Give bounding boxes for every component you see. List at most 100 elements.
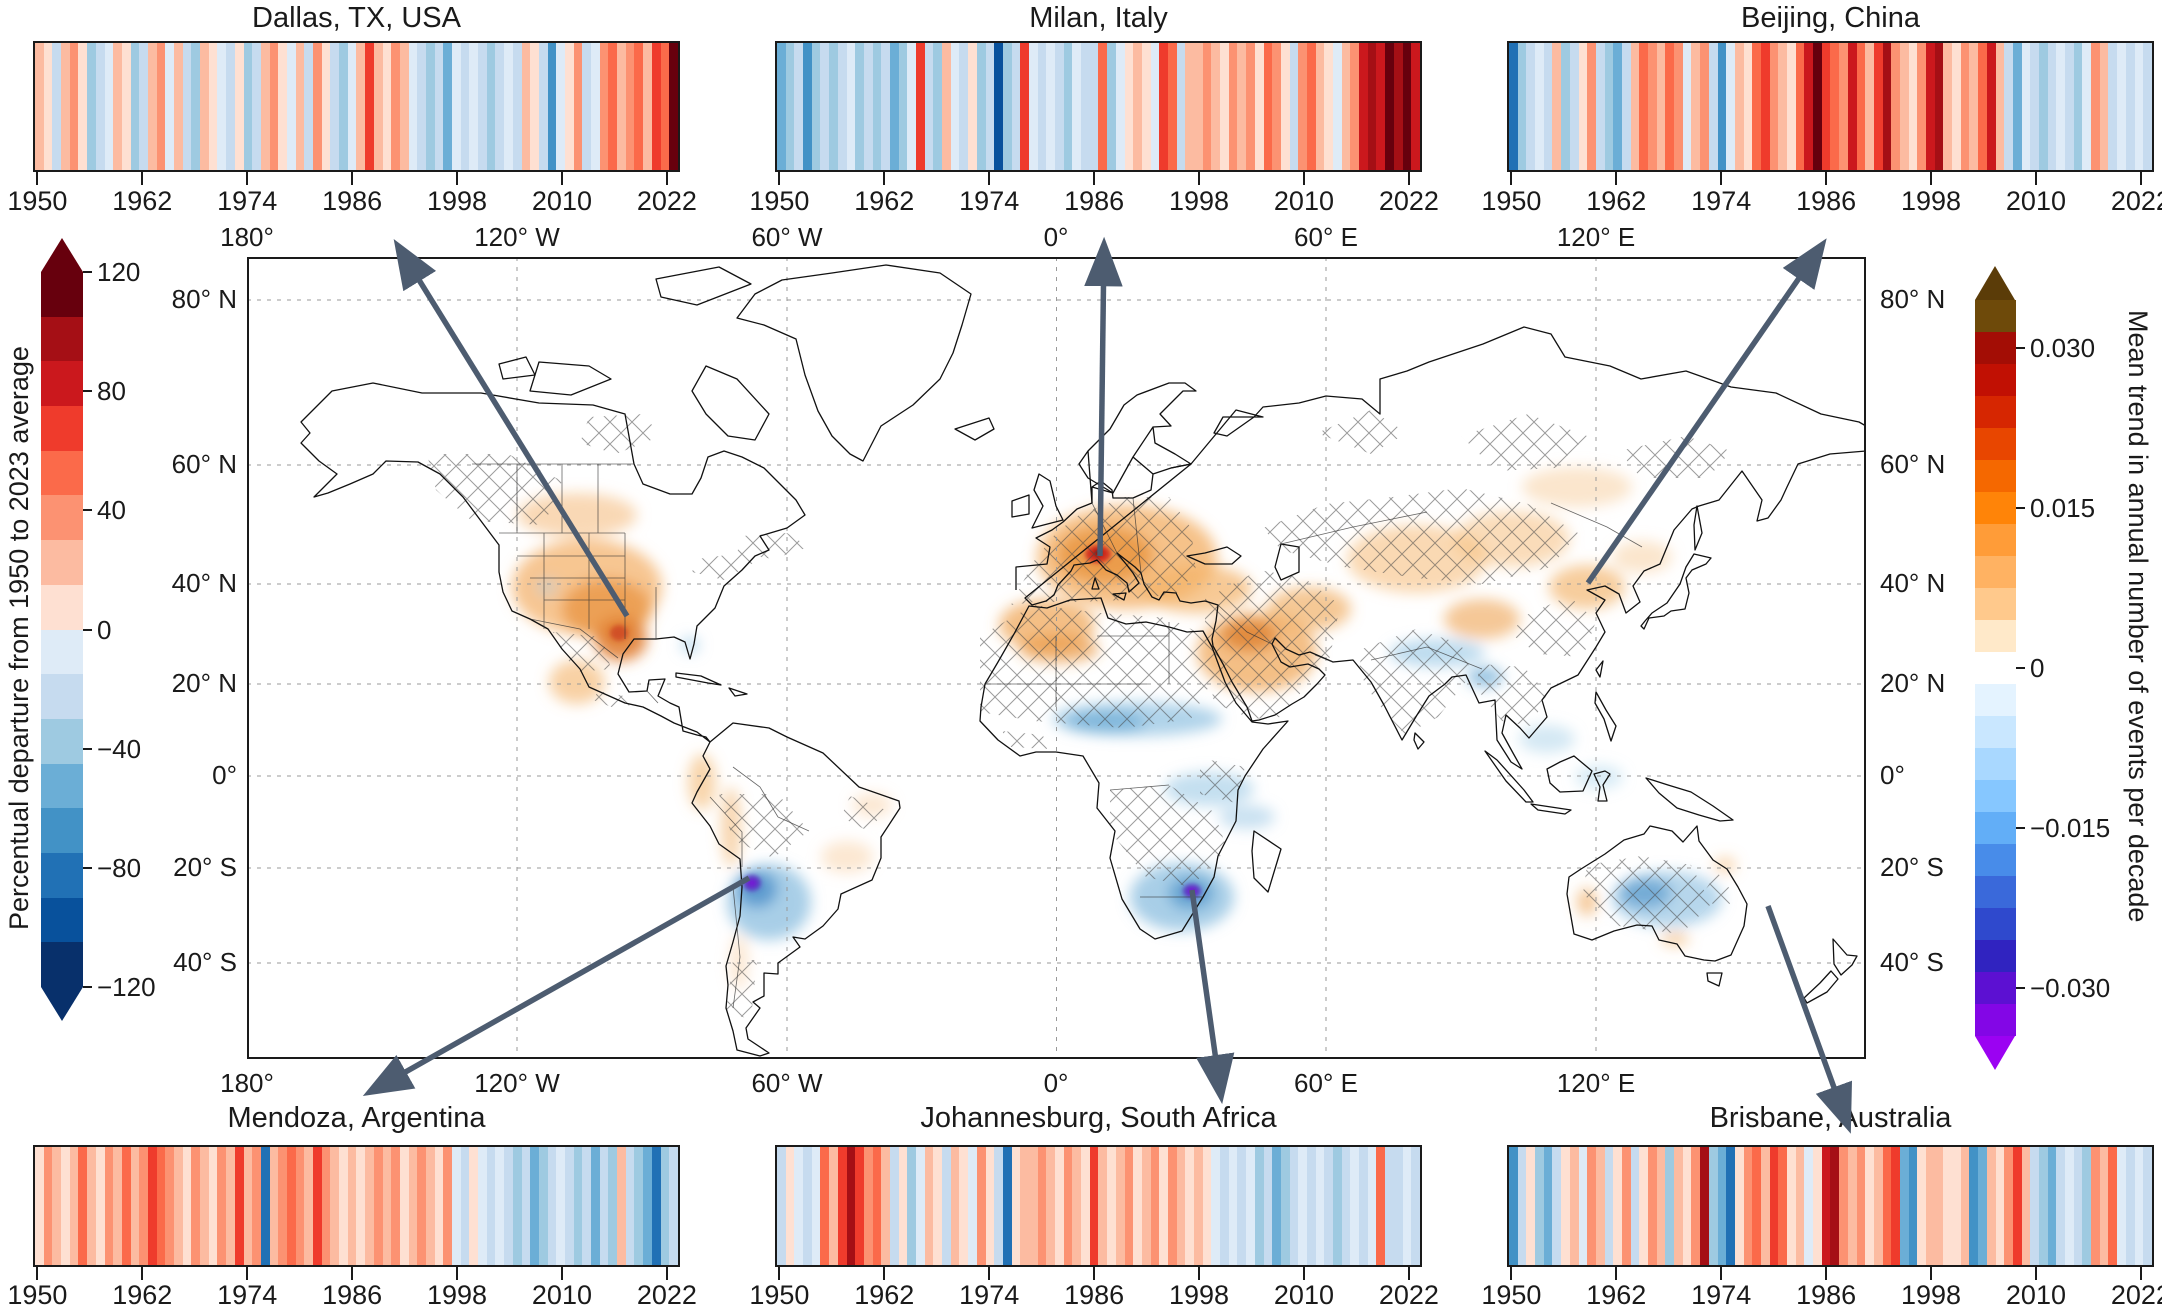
stripe-1955 xyxy=(820,43,830,170)
stripe-1999 xyxy=(460,43,470,170)
right-colorbar-segment xyxy=(1975,460,2016,492)
lat-label-left: 60° N xyxy=(171,449,237,479)
axis-tick-label: 1962 xyxy=(854,186,915,216)
axis-tick xyxy=(456,1267,459,1280)
stripe-1990 xyxy=(382,1147,392,1265)
stripe-1960 xyxy=(863,43,873,170)
stripe-1970 xyxy=(208,43,218,170)
stripe-2021 xyxy=(2125,1147,2135,1265)
stripe-1982 xyxy=(313,1147,322,1265)
stripe-1950 xyxy=(1509,1147,1518,1265)
stripe-2001 xyxy=(478,43,487,170)
stripe-1963 xyxy=(889,43,899,170)
axis-tick xyxy=(141,1267,144,1280)
stripe-1975 xyxy=(1726,43,1735,170)
axis-tick xyxy=(1302,172,1305,185)
stripe-2013 xyxy=(1324,1147,1333,1265)
stripe-1966 xyxy=(916,43,925,170)
axis-tick-label: 1950 xyxy=(749,186,810,216)
stripe-2015 xyxy=(2073,1147,2083,1265)
stripe-1955 xyxy=(78,1147,88,1265)
stripe-2019 xyxy=(634,43,644,170)
stripe-1953 xyxy=(1535,43,1544,170)
axis-tick-label: 1974 xyxy=(1691,1280,1752,1310)
stripe-1969 xyxy=(1674,43,1683,170)
stripe-1971 xyxy=(1691,43,1701,170)
stripe-1976 xyxy=(260,1147,270,1265)
stripe-1993 xyxy=(1882,43,1892,170)
stripe-2007 xyxy=(530,1147,539,1265)
stripe-1993 xyxy=(408,43,418,170)
stripe-1977 xyxy=(269,1147,279,1265)
stripe-1954 xyxy=(811,1147,821,1265)
stripe-1993 xyxy=(1150,43,1160,170)
axis-tick-label: 1950 xyxy=(1481,1280,1542,1310)
stripe-2004 xyxy=(504,1147,513,1265)
map-frame xyxy=(247,257,1866,1059)
stripe-1987 xyxy=(1098,1147,1108,1265)
stripe-1968 xyxy=(191,1147,201,1265)
stripe-2020 xyxy=(643,1147,652,1265)
right-colorbar-tick-label: −0.030 xyxy=(2030,973,2111,1003)
stripe-2008 xyxy=(2012,1147,2022,1265)
stripe-2021 xyxy=(1393,1147,1403,1265)
stripe-1971 xyxy=(959,43,969,170)
stripe-1967 xyxy=(1656,1147,1666,1265)
stripe-1952 xyxy=(1526,43,1536,170)
stripe-2005 xyxy=(1254,1147,1264,1265)
axis-tick-label: 1974 xyxy=(217,1280,278,1310)
stripe-1950 xyxy=(777,1147,786,1265)
stripe-1974 xyxy=(243,43,253,170)
stripe-1995 xyxy=(1899,1147,1909,1265)
stripe-1977 xyxy=(269,43,279,170)
stripe-1980 xyxy=(1769,1147,1779,1265)
stripe-2022 xyxy=(660,1147,670,1265)
axis-tick-label: 1998 xyxy=(1169,186,1230,216)
lon-label-top: 60° E xyxy=(1294,222,1358,252)
stripe-1951 xyxy=(1517,1147,1527,1265)
stripe-1960 xyxy=(1595,43,1605,170)
stripe-1985 xyxy=(1081,1147,1090,1265)
stripe-1989 xyxy=(373,43,383,170)
stripe-1966 xyxy=(1648,1147,1657,1265)
stripe-1982 xyxy=(1055,43,1064,170)
stripe-2007 xyxy=(1272,1147,1281,1265)
stripe-2005 xyxy=(1254,43,1264,170)
stripe-1951 xyxy=(1517,43,1527,170)
stripe-2005 xyxy=(512,43,522,170)
stripe-2008 xyxy=(538,1147,548,1265)
stripe-1982 xyxy=(313,43,322,170)
stripe-1962 xyxy=(139,1147,148,1265)
stripe-1955 xyxy=(78,43,88,170)
stripe-1993 xyxy=(1882,1147,1892,1265)
stripe-1984 xyxy=(1804,43,1814,170)
stripe-2009 xyxy=(1289,1147,1299,1265)
stripe-1979 xyxy=(1028,43,1038,170)
stripe-chart-beijing xyxy=(1507,41,2154,172)
lon-label-bottom: 60° E xyxy=(1294,1068,1358,1098)
axis-tick xyxy=(560,172,563,185)
stripe-2020 xyxy=(2117,43,2126,170)
axis-tick xyxy=(1720,172,1723,185)
right-colorbar-segment xyxy=(1975,780,2016,812)
stripe-1992 xyxy=(399,43,409,170)
stripe-1995 xyxy=(1899,43,1909,170)
stripe-1995 xyxy=(425,1147,435,1265)
stripe-1978 xyxy=(1752,43,1761,170)
chart-title-johannesburg: Johannesburg, South Africa xyxy=(920,1102,1277,1134)
stripe-1958 xyxy=(846,1147,856,1265)
axis-tick-label: 2022 xyxy=(2110,1280,2162,1310)
stripe-1986 xyxy=(347,43,357,170)
stripe-1976 xyxy=(260,43,270,170)
stripe-1996 xyxy=(1176,1147,1186,1265)
stripe-2003 xyxy=(1969,1147,1979,1265)
stripe-2007 xyxy=(1272,43,1281,170)
stripe-1991 xyxy=(391,1147,400,1265)
stripe-1978 xyxy=(1020,43,1029,170)
left-colorbar-segment xyxy=(41,852,83,898)
stripe-2022 xyxy=(2134,1147,2144,1265)
stripe-1958 xyxy=(104,43,114,170)
stripe-1992 xyxy=(1141,43,1151,170)
right-colorbar-tick-label: 0 xyxy=(2030,653,2045,683)
stripe-1996 xyxy=(1176,43,1186,170)
